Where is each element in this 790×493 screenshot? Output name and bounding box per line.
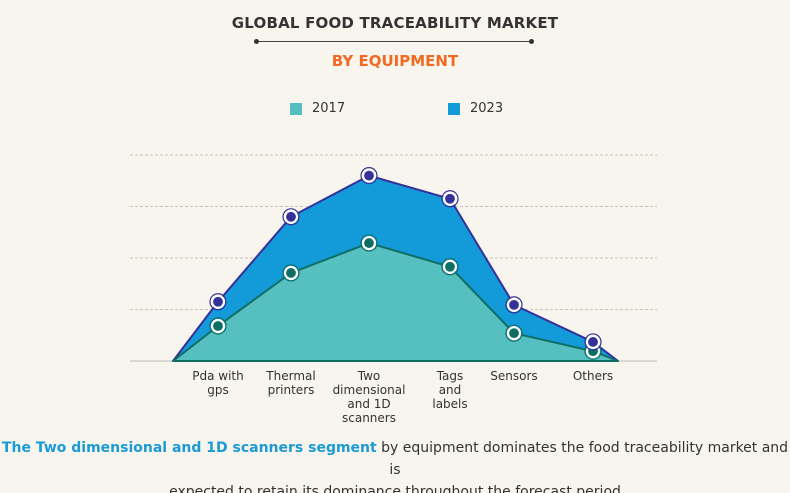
data-point-ring (282, 208, 300, 226)
data-point-2017 (442, 259, 458, 274)
x-tick-label: Pda with gps (192, 369, 243, 397)
data-point-2017 (361, 235, 377, 251)
footer-caption: The Two dimensional and 1D scanners segm… (0, 437, 790, 493)
divider-dot (529, 39, 534, 44)
data-point-ring (441, 258, 459, 276)
legend-label: 2017 (312, 101, 346, 116)
footer-text-line2: expected to retain its dominance through… (169, 484, 621, 493)
data-point-2023 (361, 168, 377, 183)
x-tick-label: Thermal printers (265, 369, 315, 397)
x-tick-label: Others (573, 369, 613, 383)
legend-swatch (448, 102, 460, 115)
legend-label: 2023 (470, 101, 504, 116)
title-divider (256, 41, 531, 42)
data-point-2023 (283, 209, 299, 224)
legend-item-2017: 2017 (290, 101, 345, 116)
data-point-ring (584, 333, 602, 351)
x-tick-label: Two dimensional and 1D scanners (333, 369, 406, 425)
data-point-ring (441, 190, 459, 208)
data-point-2023 (585, 334, 601, 350)
data-point-ring (209, 293, 227, 311)
divider-dot (254, 39, 259, 44)
footer-highlight: The Two dimensional and 1D scanners segm… (1, 440, 377, 456)
legend-swatch (290, 102, 302, 115)
data-point-ring (360, 167, 378, 185)
data-point-2023 (442, 191, 458, 206)
data-point-2023 (210, 294, 226, 309)
data-point-2023 (506, 297, 522, 312)
data-point-2017 (506, 326, 522, 341)
legend-item-2023: 2023 (448, 101, 503, 116)
data-point-ring (360, 234, 378, 252)
data-point-ring (505, 324, 523, 342)
data-point-2017 (283, 265, 299, 281)
x-tick-label: Sensors (490, 369, 537, 383)
data-point-2017 (210, 318, 226, 334)
chart-title: GLOBAL FOOD TRACEABILITY MARKET (231, 14, 559, 32)
chart-subtitle: BY EQUIPMENT (331, 52, 459, 70)
data-point-ring (282, 264, 300, 282)
data-point-ring (505, 296, 523, 314)
x-tick-label: Tags and labels (432, 369, 467, 411)
data-point-ring (209, 317, 227, 335)
footer-text: by equipment dominates the food traceabi… (376, 440, 789, 478)
